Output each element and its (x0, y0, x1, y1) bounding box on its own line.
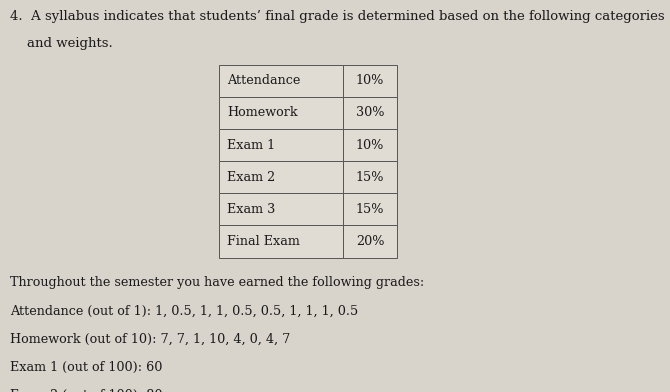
Text: Homework (out of 10): 7, 7, 1, 10, 4, 0, 4, 7: Homework (out of 10): 7, 7, 1, 10, 4, 0,… (10, 333, 290, 346)
Bar (343, 97, 397, 129)
Text: Final Exam: Final Exam (228, 235, 300, 248)
Text: 15%: 15% (356, 203, 385, 216)
Text: 15%: 15% (356, 171, 385, 184)
Bar (220, 161, 343, 193)
Text: Throughout the semester you have earned the following grades:: Throughout the semester you have earned … (10, 276, 424, 289)
Bar (220, 193, 343, 225)
Bar (343, 161, 397, 193)
Text: Exam 3: Exam 3 (228, 203, 276, 216)
Text: Exam 1 (out of 100): 60: Exam 1 (out of 100): 60 (10, 361, 162, 374)
Text: 10%: 10% (356, 138, 385, 152)
Text: Attendance (out of 1): 1, 0.5, 1, 1, 0.5, 0.5, 1, 1, 1, 0.5: Attendance (out of 1): 1, 0.5, 1, 1, 0.5… (10, 305, 358, 318)
Text: 4.  A syllabus indicates that students’ final grade is determined based on the f: 4. A syllabus indicates that students’ f… (10, 10, 665, 23)
Text: and weights.: and weights. (10, 37, 113, 50)
Text: Exam 2 (out of 100): 80: Exam 2 (out of 100): 80 (10, 389, 163, 392)
Bar (220, 97, 343, 129)
Bar (220, 65, 343, 97)
Text: Exam 2: Exam 2 (228, 171, 276, 184)
Text: 30%: 30% (356, 106, 385, 120)
Text: Homework: Homework (228, 106, 298, 120)
Text: Attendance: Attendance (228, 74, 301, 87)
Bar (343, 65, 397, 97)
Text: Exam 1: Exam 1 (228, 138, 275, 152)
Bar (343, 193, 397, 225)
Text: 20%: 20% (356, 235, 385, 248)
Bar (343, 225, 397, 258)
Bar (220, 129, 343, 161)
Bar (343, 129, 397, 161)
Text: 10%: 10% (356, 74, 385, 87)
Bar (220, 225, 343, 258)
